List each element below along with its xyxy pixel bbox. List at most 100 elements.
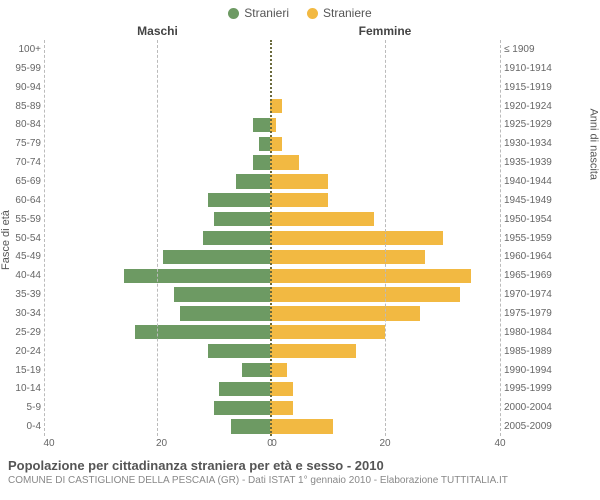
male-bar	[203, 231, 271, 245]
birth-label: 2005-2009	[500, 417, 580, 436]
male-bar	[253, 155, 270, 169]
female-bar	[270, 419, 333, 433]
age-label: 30-34	[0, 304, 45, 323]
birth-year-labels: ≤ 19091910-19141915-19191920-19241925-19…	[500, 40, 580, 436]
header-female: Femmine	[270, 24, 500, 38]
birth-label: 1975-1979	[500, 304, 580, 323]
male-bar	[214, 401, 270, 415]
center-divider	[270, 40, 272, 436]
female-swatch	[307, 8, 318, 19]
bar-row-male	[45, 97, 270, 116]
female-bar	[270, 287, 460, 301]
gridline	[385, 40, 386, 436]
male-bar	[219, 382, 270, 396]
birth-label: 1910-1914	[500, 59, 580, 78]
female-bar	[270, 212, 374, 226]
bar-row-male	[45, 229, 270, 248]
male-bar	[135, 325, 270, 339]
birth-label: 1960-1964	[500, 247, 580, 266]
female-bar	[270, 344, 356, 358]
bar-row-male	[45, 172, 270, 191]
male-bars	[45, 40, 270, 436]
birth-label: 1925-1929	[500, 115, 580, 134]
chart-subtitle: COMUNE DI CASTIGLIONE DELLA PESCAIA (GR)…	[8, 475, 592, 486]
female-bar	[270, 363, 287, 377]
bar-row-male	[45, 398, 270, 417]
female-bar	[270, 382, 293, 396]
female-bar	[270, 155, 299, 169]
x-tick: 40	[43, 438, 54, 449]
gridline	[157, 40, 158, 436]
age-label: 65-69	[0, 172, 45, 191]
birth-label: 1935-1939	[500, 153, 580, 172]
birth-label: 1940-1944	[500, 172, 580, 191]
legend-item-male: Stranieri	[228, 6, 289, 20]
bar-row-male	[45, 191, 270, 210]
bar-row-male	[45, 379, 270, 398]
female-bar	[270, 325, 385, 339]
bar-row-male	[45, 153, 270, 172]
bar-row-male	[45, 134, 270, 153]
bar-row-male	[45, 304, 270, 323]
male-bar	[236, 174, 270, 188]
bar-row-male	[45, 266, 270, 285]
bar-row-male	[45, 115, 270, 134]
male-bar	[163, 250, 270, 264]
x-ticks-left: 02040	[45, 436, 270, 454]
population-pyramid-chart: Stranieri Straniere Maschi Femmine 100+9…	[0, 0, 600, 500]
male-bar	[253, 118, 270, 132]
age-label: 35-39	[0, 285, 45, 304]
birth-label: 1990-1994	[500, 361, 580, 380]
y-axis-title-left: Fasce di età	[0, 210, 12, 270]
birth-label: 1915-1919	[500, 78, 580, 97]
chart-title: Popolazione per cittadinanza straniera p…	[8, 458, 592, 473]
bar-row-male	[45, 342, 270, 361]
male-bar	[214, 212, 270, 226]
chart-footer: Popolazione per cittadinanza straniera p…	[0, 454, 600, 486]
gridline	[500, 40, 501, 436]
female-bar	[270, 193, 328, 207]
plot-area: 100+95-9990-9485-8980-8475-7970-7465-696…	[0, 40, 600, 436]
age-label: 60-64	[0, 191, 45, 210]
female-bar	[270, 401, 293, 415]
bar-row-male	[45, 210, 270, 229]
bar-row-male	[45, 40, 270, 59]
bar-row-male	[45, 59, 270, 78]
birth-label: 2000-2004	[500, 398, 580, 417]
male-swatch	[228, 8, 239, 19]
x-tick: 40	[494, 438, 505, 449]
birth-label: 1965-1969	[500, 266, 580, 285]
male-bar	[259, 137, 270, 151]
legend-label-male: Stranieri	[244, 6, 289, 20]
birth-label: 1970-1974	[500, 285, 580, 304]
age-label: 25-29	[0, 323, 45, 342]
age-label: 15-19	[0, 361, 45, 380]
bar-row-male	[45, 78, 270, 97]
header-male: Maschi	[45, 24, 270, 38]
age-label: 10-14	[0, 379, 45, 398]
female-bar	[270, 231, 443, 245]
male-bar	[208, 193, 270, 207]
male-bar	[208, 344, 270, 358]
male-bar	[180, 306, 270, 320]
male-bar	[242, 363, 270, 377]
bar-row-male	[45, 247, 270, 266]
age-label: 85-89	[0, 97, 45, 116]
age-label: 0-4	[0, 417, 45, 436]
female-bar	[270, 250, 425, 264]
age-label: 80-84	[0, 115, 45, 134]
female-bars	[270, 40, 500, 436]
legend-label-female: Straniere	[323, 6, 372, 20]
bar-row-male	[45, 323, 270, 342]
bar-row-male	[45, 361, 270, 380]
birth-label: ≤ 1909	[500, 40, 580, 59]
birth-label: 1930-1934	[500, 134, 580, 153]
male-bar	[231, 419, 270, 433]
x-tick: 20	[156, 438, 167, 449]
birth-label: 1995-1999	[500, 379, 580, 398]
y-axis-title-right: Anni di nascita	[588, 108, 600, 180]
legend: Stranieri Straniere	[0, 0, 600, 20]
birth-label: 1950-1954	[500, 210, 580, 229]
birth-label: 1980-1984	[500, 323, 580, 342]
age-label: 100+	[0, 40, 45, 59]
